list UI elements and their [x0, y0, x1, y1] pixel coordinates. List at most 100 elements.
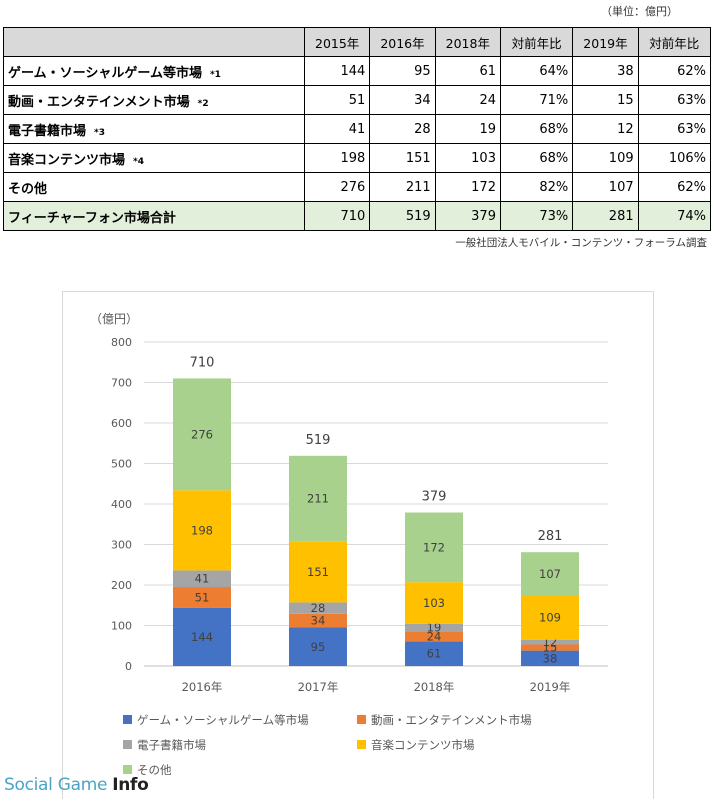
table-cell: 34	[369, 85, 436, 115]
data-label: 51	[195, 590, 210, 604]
data-label: 107	[539, 567, 561, 581]
table-cell: 71%	[499, 85, 574, 115]
data-label: 61	[427, 647, 442, 661]
legend-swatch	[123, 740, 132, 749]
data-label: 38	[543, 651, 558, 665]
row-name: 動画・エンタテインメント市場 *2	[3, 85, 305, 115]
site-logo: Social Game Info	[4, 775, 149, 795]
row-note: *2	[197, 98, 209, 109]
unit-note: （単位：億円）	[601, 5, 678, 18]
bar-segment	[405, 641, 463, 666]
row-note: *3	[94, 127, 105, 138]
bar-segment	[289, 602, 347, 614]
legend-swatch	[357, 740, 366, 749]
legend-swatch	[123, 765, 132, 774]
row-name: その他	[3, 172, 305, 202]
table-cell: 73%	[499, 201, 574, 231]
legend-label: 音楽コンテンツ市場	[371, 738, 475, 752]
row-note: *4	[133, 156, 144, 167]
bar-segment	[173, 607, 231, 666]
legend-label: 電子書籍市場	[137, 738, 206, 752]
x-tick-label: 2017年	[298, 680, 339, 694]
data-label: 28	[311, 601, 326, 615]
legend-label: その他	[137, 763, 172, 777]
table-header-cell: 2018年	[434, 27, 501, 57]
bar-segment	[289, 627, 347, 666]
bar-segment	[405, 631, 463, 642]
table-header-row: 2015年 2016年 2018年 対前年比 2019年 対前年比	[3, 27, 712, 57]
table-cell: 109	[572, 143, 639, 173]
bar-segment	[173, 490, 231, 571]
legend-label: ゲーム・ソーシャルゲーム等市場	[137, 713, 309, 727]
data-label: 95	[311, 640, 326, 654]
bar-segment	[521, 595, 579, 640]
x-tick-label: 2016年	[182, 680, 223, 694]
table-cell: 63%	[637, 114, 712, 144]
table-cell: 281	[572, 201, 639, 231]
table-row: ゲーム・ソーシャルゲーム等市場 *1 144 95 61 64% 38 62%	[3, 56, 712, 86]
total-label: 710	[190, 355, 215, 370]
data-label: 19	[427, 621, 442, 635]
table-cell: 74%	[637, 201, 712, 231]
legend-swatch	[123, 715, 132, 724]
table-total-row: フィーチャーフォン市場合計 710 519 379 73% 281 74%	[3, 201, 712, 231]
y-tick-label: 200	[111, 579, 132, 592]
y-tick-label: 800	[111, 336, 132, 349]
row-name: フィーチャーフォン市場合計	[3, 201, 305, 231]
y-tick-label: 100	[111, 620, 132, 633]
data-label: 198	[191, 523, 213, 537]
bar-segment	[173, 570, 231, 588]
table-cell: 379	[434, 201, 501, 231]
bar-segment	[521, 644, 579, 651]
data-label: 172	[423, 540, 445, 554]
bar-segment	[289, 455, 347, 542]
table-cell: 519	[369, 201, 436, 231]
table-cell: 24	[434, 85, 501, 115]
data-label: 276	[191, 427, 213, 441]
data-label: 24	[427, 629, 442, 643]
x-tick-label: 2019年	[530, 680, 571, 694]
y-tick-label: 700	[111, 377, 132, 390]
bar-segment	[521, 639, 579, 645]
data-label: 103	[423, 596, 445, 610]
bar-segment	[173, 378, 231, 491]
bar-segment	[405, 623, 463, 632]
data-label: 151	[307, 565, 329, 579]
source-note: 一般社団法人モバイル・コンテンツ・フォーラム調査	[455, 237, 707, 249]
legend-label: 動画・エンタテインメント市場	[371, 713, 532, 727]
y-tick-label: 300	[111, 539, 132, 552]
table-cell: 62%	[637, 56, 712, 86]
y-tick-label: 400	[111, 498, 132, 511]
table-row: 音楽コンテンツ市場 *4 198 151 103 68% 109 106%	[3, 143, 712, 173]
y-tick-label: 0	[125, 660, 132, 673]
table-cell: 38	[572, 56, 639, 86]
bar-segment	[521, 552, 579, 596]
bar-segment	[405, 512, 463, 583]
data-label: 34	[311, 614, 326, 628]
table-cell: 107	[572, 172, 639, 202]
bar-segment	[521, 650, 579, 666]
row-name: ゲーム・ソーシャルゲーム等市場 *1	[3, 56, 305, 86]
table-cell: 103	[434, 143, 501, 173]
x-tick-label: 2018年	[414, 680, 455, 694]
data-label: 109	[539, 611, 561, 625]
market-table: 2015年 2016年 2018年 対前年比 2019年 対前年比 ゲーム・ソー…	[3, 27, 712, 231]
total-label: 379	[422, 490, 447, 505]
table-cell: 95	[369, 56, 436, 86]
total-label: 281	[538, 529, 563, 544]
table-cell: 211	[369, 172, 436, 202]
table-cell: 12	[572, 114, 639, 144]
table-header-cell: 対前年比	[637, 27, 712, 57]
bar-segment	[173, 587, 231, 608]
table-cell: 151	[369, 143, 436, 173]
table-header-cell: 対前年比	[499, 27, 574, 57]
total-label: 519	[306, 433, 331, 448]
bar-segment	[289, 541, 347, 603]
data-label: 144	[191, 630, 213, 644]
chart-frame	[62, 291, 654, 799]
legend-swatch	[357, 715, 366, 724]
data-label: 41	[195, 572, 210, 586]
table-cell: 19	[434, 114, 501, 144]
table-header-cell: 2019年	[572, 27, 639, 57]
